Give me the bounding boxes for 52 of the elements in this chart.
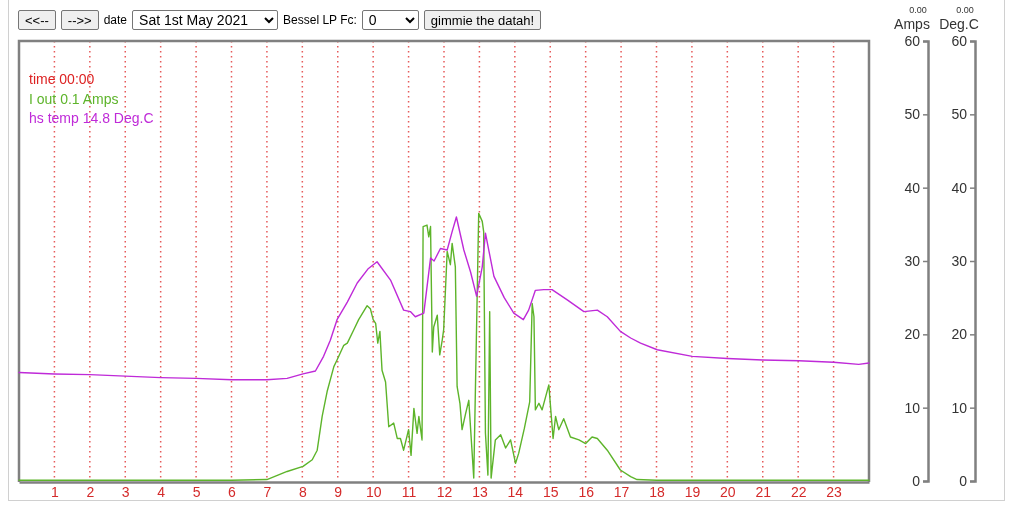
annotation: time 00:00 <box>29 71 95 87</box>
y2-tick-label: 40 <box>951 179 968 196</box>
x-tick-label: 2 <box>86 483 95 500</box>
back-button: <<-- <box>18 10 56 30</box>
y-tick-label: 40 <box>904 179 921 196</box>
text: 0.00 <box>909 5 927 15</box>
x-tick-label: 4 <box>157 483 166 500</box>
x-tick-label: 19 <box>684 483 701 500</box>
y2-axis-title: Deg.C <box>939 16 979 32</box>
y-tick-label: 10 <box>904 399 921 416</box>
x-tick-label: 22 <box>790 483 807 500</box>
y-tick-label: 50 <box>904 106 921 123</box>
y2-tick-label: 0 <box>959 472 968 489</box>
submit-button: gimmie the datah! <box>423 10 542 30</box>
x-tick-label: 15 <box>542 483 559 500</box>
x-tick-label: 9 <box>334 483 343 500</box>
x-tick-label: 3 <box>121 483 130 500</box>
y2-tick-label: 30 <box>951 252 968 269</box>
x-tick-label: 14 <box>507 483 524 500</box>
y-tick-label: 0 <box>912 472 921 489</box>
x-tick-label: 11 <box>401 483 417 500</box>
x-tick-label: 13 <box>472 483 488 500</box>
y-tick-label: 60 <box>904 32 921 49</box>
text: Bessel LP Fc: <box>283 13 357 27</box>
filter-dropdown: 0 <box>361 10 419 30</box>
x-tick-label: 20 <box>720 483 736 500</box>
x-tick-label: 1 <box>51 483 60 500</box>
x-tick-label: 23 <box>826 483 843 500</box>
x-tick-label: 17 <box>613 483 630 500</box>
text: 0.00 <box>956 5 974 15</box>
x-tick-label: 10 <box>365 483 382 500</box>
y-axis-title: Amps <box>894 16 930 32</box>
text: date <box>103 13 128 27</box>
x-tick-label: 6 <box>228 483 237 500</box>
text: hs temp 14.8 Deg.C <box>29 110 154 126</box>
x-tick-label: 16 <box>578 483 595 500</box>
y2-tick-label: 20 <box>951 326 968 343</box>
x-tick-label: 7 <box>263 483 272 500</box>
forward-button: -->> <box>60 10 99 30</box>
x-tick-label: 8 <box>298 483 307 500</box>
x-tick-label: 12 <box>436 483 453 500</box>
y-tick-label: 30 <box>904 252 921 269</box>
y-tick-label: 20 <box>904 326 921 343</box>
x-tick-label: 18 <box>649 483 665 500</box>
y2-tick-label: 60 <box>951 32 968 49</box>
y2-tick-label: 50 <box>951 106 968 123</box>
x-tick-label: 5 <box>192 483 201 500</box>
x-tick-label: 21 <box>755 483 772 500</box>
date-dropdown: Sat 1st May 2021 <box>132 10 279 30</box>
line-series <box>18 216 870 381</box>
text: I out 0.1 Amps <box>29 90 119 107</box>
y2-tick-label: 10 <box>951 399 968 416</box>
